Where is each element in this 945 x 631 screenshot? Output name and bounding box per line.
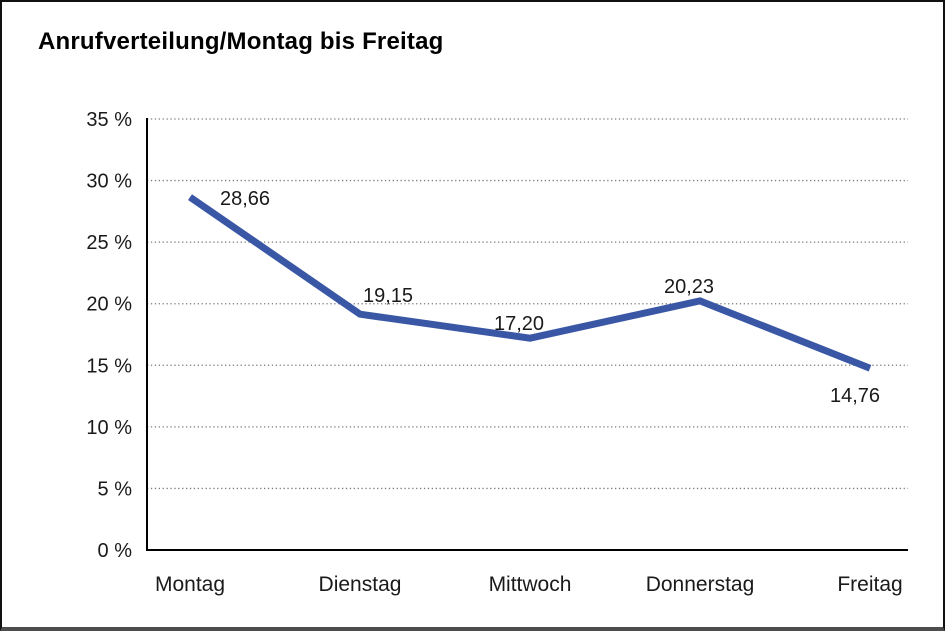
x-axis-category-label: Dienstag xyxy=(319,573,402,596)
data-point-label: 20,23 xyxy=(664,276,714,298)
y-axis-tick-label: 25 % xyxy=(86,232,132,254)
y-axis-tick-label: 0 % xyxy=(98,540,133,562)
data-point-label: 14,76 xyxy=(830,385,880,407)
series-line xyxy=(188,194,872,372)
y-axis-tick-label: 20 % xyxy=(86,294,132,316)
y-axis-tick-label: 5 % xyxy=(98,478,133,500)
y-axis-tick-label: 10 % xyxy=(86,417,132,439)
x-axis-category-label: Donnerstag xyxy=(646,573,755,596)
y-axis-tick-label: 15 % xyxy=(86,355,132,377)
y-axis-tick-label: 35 % xyxy=(86,109,132,131)
y-axis-tick-label: 30 % xyxy=(86,171,132,193)
x-axis-category-label: Freitag xyxy=(837,573,902,596)
data-point-label: 19,15 xyxy=(363,285,413,307)
x-axis-category-label: Montag xyxy=(155,573,225,596)
data-point-label: 28,66 xyxy=(220,188,270,210)
data-point-label: 17,20 xyxy=(494,313,544,335)
chart-title: Anrufverteilung/Montag bis Freitag xyxy=(38,28,444,55)
x-axis-category-label: Mittwoch xyxy=(489,573,572,596)
